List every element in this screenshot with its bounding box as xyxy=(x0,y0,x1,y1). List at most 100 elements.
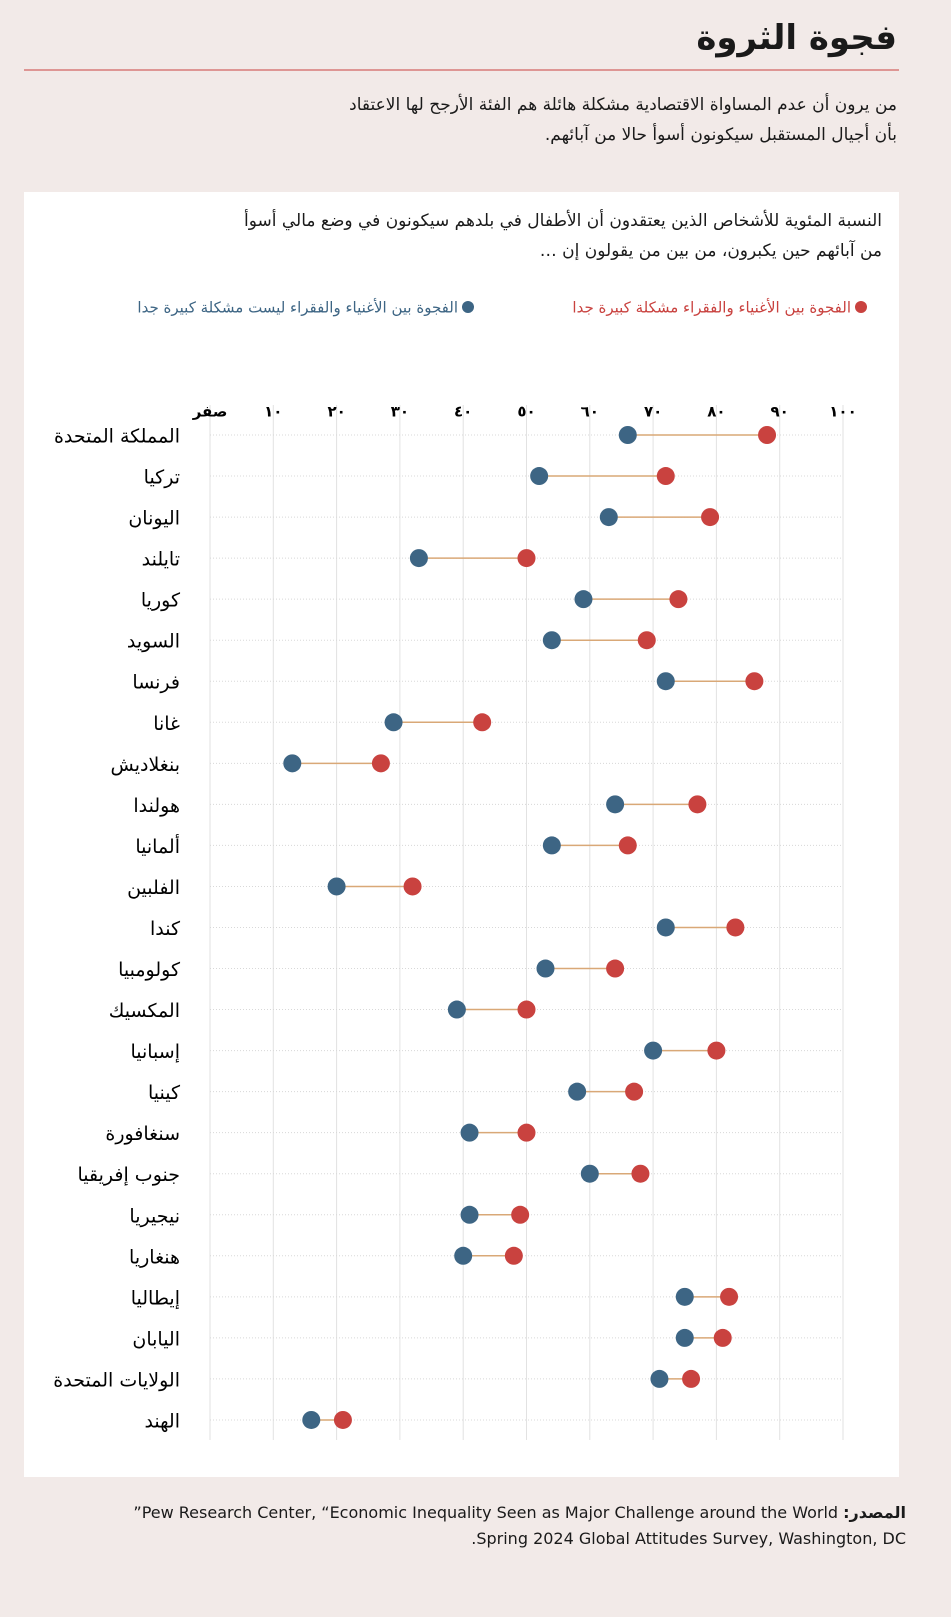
category-label: سنغافورة xyxy=(105,1123,180,1145)
dot xyxy=(574,590,593,609)
dot xyxy=(517,1000,536,1019)
dot xyxy=(580,1164,599,1183)
dot xyxy=(637,631,656,650)
dot xyxy=(371,754,390,773)
dot xyxy=(568,1082,587,1101)
source: المصدر: Pew Research Center, “Economic I… xyxy=(26,1500,906,1552)
category-label: المملكة المتحدة xyxy=(54,426,180,448)
dot xyxy=(283,754,302,773)
legend-swatch xyxy=(462,301,474,313)
category-label: كوريا xyxy=(141,590,181,612)
dot xyxy=(656,918,675,937)
category-label: هولندا xyxy=(133,795,180,817)
panel xyxy=(24,192,899,1477)
dot xyxy=(745,672,764,691)
category-label: كولومبيا xyxy=(118,959,181,981)
category-label: اليابان xyxy=(132,1328,180,1350)
category-label: نيجيريا xyxy=(129,1205,180,1227)
dot xyxy=(656,467,675,486)
dot xyxy=(511,1205,530,1224)
dot xyxy=(650,1369,669,1388)
x-tick-label: صفر xyxy=(192,403,228,421)
x-tick-label: ١٠ xyxy=(264,403,282,421)
category-label: إيطاليا xyxy=(131,1287,180,1310)
chart-subtitle-line: من آبائهم حين يكبرون، من بين من يقولون إ… xyxy=(539,241,882,261)
dot xyxy=(599,508,618,527)
dot xyxy=(542,836,561,855)
x-tick-label: ٦٠ xyxy=(581,403,599,421)
x-tick-label: ٤٠ xyxy=(454,403,472,421)
dot xyxy=(542,631,561,650)
x-tick-label: ٩٠ xyxy=(771,403,789,421)
dot xyxy=(454,1246,473,1265)
x-tick-label: ٣٠ xyxy=(391,403,409,421)
dot xyxy=(675,1328,694,1347)
x-tick-label: ٨٠ xyxy=(707,403,725,421)
dot xyxy=(460,1205,479,1224)
category-label: الولايات المتحدة xyxy=(53,1369,180,1391)
dot xyxy=(682,1369,701,1388)
source-line: المصدر: Pew Research Center, “Economic I… xyxy=(26,1500,906,1526)
x-tick-label: ٧٠ xyxy=(644,403,662,421)
category-label: كندا xyxy=(150,918,181,940)
dot xyxy=(384,713,403,732)
dot xyxy=(720,1287,739,1306)
dot xyxy=(473,713,492,732)
dot xyxy=(618,426,637,444)
category-label: اليونان xyxy=(128,508,180,530)
dot xyxy=(606,959,625,978)
category-label: السويد xyxy=(127,631,180,653)
dot xyxy=(656,672,675,691)
subtitle-line: بأن أجيال المستقبل سيكونون أسوأ حالا من … xyxy=(544,125,897,145)
dot xyxy=(688,795,707,814)
dot xyxy=(625,1082,644,1101)
dot xyxy=(701,508,720,527)
dot xyxy=(536,959,555,978)
x-tick-label: ١٠٠ xyxy=(829,403,856,421)
dot xyxy=(409,549,428,568)
category-label: غانا xyxy=(153,713,180,735)
dot xyxy=(504,1246,523,1265)
dot xyxy=(631,1164,650,1183)
category-label: هنغاريا xyxy=(129,1246,180,1268)
title: فجوة الثروة xyxy=(696,18,897,58)
dot xyxy=(302,1410,321,1429)
chart-subtitle: النسبة المئوية للأشخاص الذين يعتقدون أن … xyxy=(102,206,882,266)
legend-label: الفجوة بين الأغنياء والفقراء مشكلة كبيرة… xyxy=(572,298,851,317)
subtitle: من يرون أن عدم المساواة الاقتصادية مشكلة… xyxy=(77,90,897,150)
dot xyxy=(726,918,745,937)
dot xyxy=(713,1328,732,1347)
dot xyxy=(333,1410,352,1429)
category-label: ألمانيا xyxy=(135,834,180,858)
dot xyxy=(517,1123,536,1142)
category-label: كينيا xyxy=(148,1082,181,1104)
legend-label: الفجوة بين الأغنياء والفقراء ليست مشكلة … xyxy=(137,298,458,317)
category-label: فرنسا xyxy=(132,672,180,694)
subtitle-line: من يرون أن عدم المساواة الاقتصادية مشكلة… xyxy=(349,95,897,115)
category-label: المكسيك xyxy=(109,1000,180,1022)
source-text: Pew Research Center, “Economic Inequalit… xyxy=(133,1503,839,1522)
dot xyxy=(460,1123,479,1142)
category-label: إسبانيا xyxy=(130,1041,180,1064)
dot xyxy=(327,877,346,896)
legend-swatch xyxy=(855,301,867,313)
dot xyxy=(675,1287,694,1306)
dot xyxy=(447,1000,466,1019)
x-tick-label: ٥٠ xyxy=(517,403,535,421)
dot xyxy=(707,1041,726,1060)
source-label: المصدر: xyxy=(843,1503,906,1522)
dot xyxy=(403,877,422,896)
category-label: الفلبين xyxy=(127,877,180,899)
category-label: بنغلاديش xyxy=(111,754,181,776)
category-label: تايلند xyxy=(142,549,180,571)
dot xyxy=(618,836,637,855)
dot xyxy=(606,795,625,814)
chart-subtitle-line: النسبة المئوية للأشخاص الذين يعتقدون أن … xyxy=(243,211,882,231)
source-line: Spring 2024 Global Attitudes Survey, Was… xyxy=(471,1529,906,1548)
category-label: جنوب إفريقيا xyxy=(78,1164,181,1187)
category-label: الهند xyxy=(144,1410,180,1432)
dot xyxy=(517,549,536,568)
category-label: تركيا xyxy=(144,467,180,489)
